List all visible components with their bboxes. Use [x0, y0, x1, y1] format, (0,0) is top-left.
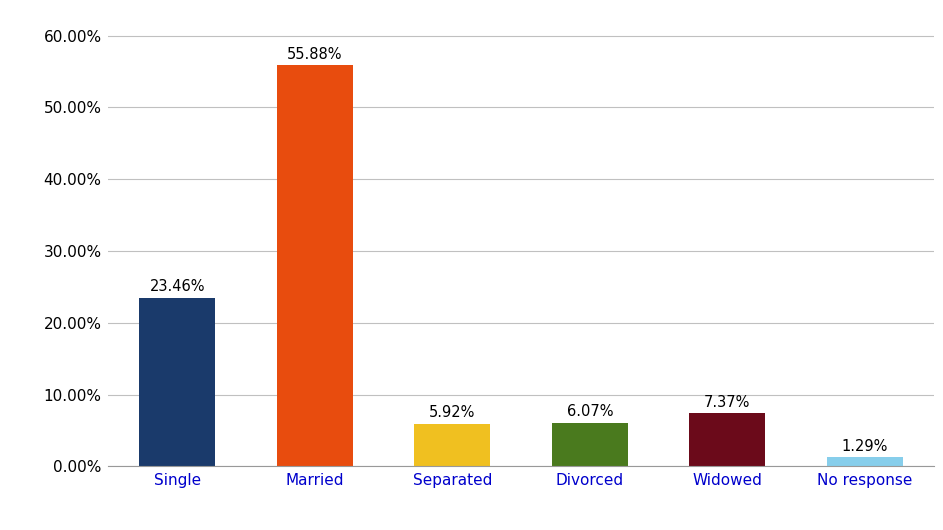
Text: 7.37%: 7.37%	[704, 395, 751, 410]
Bar	[414, 424, 490, 466]
Bar	[827, 457, 902, 466]
Text: 1.29%: 1.29%	[841, 438, 888, 454]
Text: 55.88%: 55.88%	[287, 47, 342, 61]
Bar	[689, 413, 765, 466]
Bar	[277, 65, 353, 466]
Bar	[552, 423, 628, 466]
Text: 23.46%: 23.46%	[149, 279, 205, 294]
Text: 6.07%: 6.07%	[567, 404, 613, 419]
Text: 5.92%: 5.92%	[429, 405, 475, 420]
Bar	[140, 298, 215, 466]
